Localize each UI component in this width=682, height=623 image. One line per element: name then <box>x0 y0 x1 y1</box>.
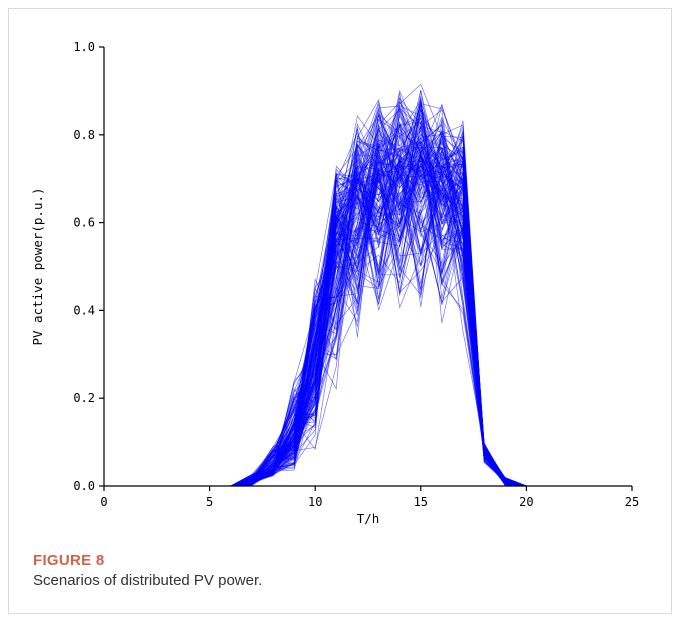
x-tick-label: 15 <box>414 495 428 509</box>
x-tick-label: 5 <box>206 495 213 509</box>
pv-scenarios-chart: 0 5 10 15 20 25 0.0 0.2 0.4 0.6 0.8 1.0 T/h PV active… <box>30 40 639 526</box>
figure-caption-text: Scenarios of distributed PV power. <box>33 572 263 589</box>
x-tick-label: 0 <box>100 495 107 509</box>
x-tick-label: 25 <box>625 495 639 509</box>
scenario-lines <box>104 83 527 487</box>
y-tick-label: 0.8 <box>73 128 95 142</box>
x-tick-label: 20 <box>519 495 533 509</box>
y-tick-label: 0.4 <box>73 303 95 317</box>
y-tick-label: 0.6 <box>73 216 95 230</box>
y-tick-label: 1.0 <box>73 40 95 54</box>
y-tick-label: 0.2 <box>73 391 95 405</box>
figure-panel: 0 5 10 15 20 25 0.0 0.2 0.4 0.6 0.8 1.0 T/h PV active… <box>8 8 672 614</box>
x-axis-title: T/h <box>357 511 380 526</box>
y-axis-title: PV active power(p.u.) <box>30 187 45 345</box>
x-tick-label: 10 <box>308 495 322 509</box>
figure-caption: FIGURE 8 Scenarios of distributed PV pow… <box>33 552 653 589</box>
figure-label: FIGURE 8 <box>33 552 105 569</box>
y-tick-label: 0.0 <box>73 479 95 493</box>
